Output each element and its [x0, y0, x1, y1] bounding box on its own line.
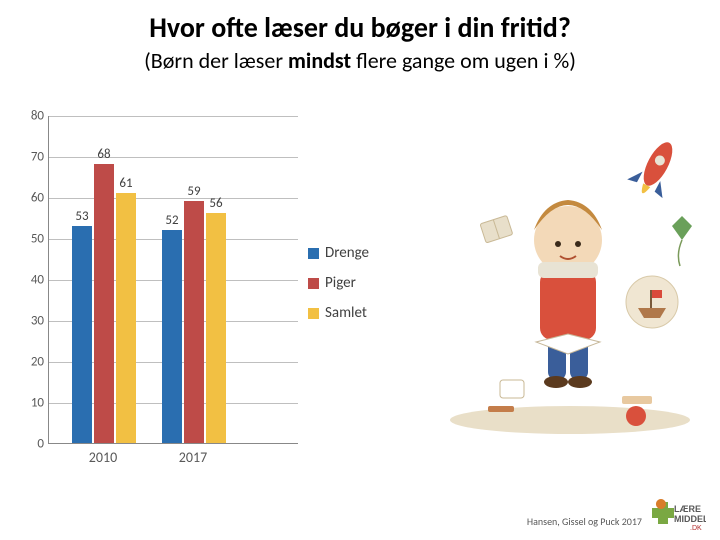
bar-value-label: 56 — [201, 196, 231, 211]
ytick-label: 70 — [18, 150, 44, 165]
legend-label: Piger — [325, 274, 356, 292]
ytick-label: 10 — [18, 396, 44, 411]
bar: 52 — [162, 230, 182, 443]
citation: Hansen, Gissel og Puck 2017 — [527, 515, 642, 528]
logo: LÆRE MIDDEL .DK — [652, 496, 706, 532]
bar-value-label: 61 — [111, 176, 141, 191]
bar: 56 — [206, 213, 226, 443]
legend: Drenge Piger Samlet — [308, 244, 418, 334]
bar-chart: 01020304050607080 536861525956 20102017 … — [18, 110, 418, 470]
subtitle: (Børn der læser mindst flere gange om ug… — [0, 47, 720, 74]
ytick-label: 40 — [18, 273, 44, 288]
subtitle-bold: mindst — [288, 47, 351, 74]
legend-swatch — [308, 278, 319, 289]
legend-swatch — [308, 248, 319, 259]
bar-value-label: 52 — [157, 213, 187, 228]
legend-item: Samlet — [308, 304, 418, 322]
legend-label: Samlet — [325, 304, 367, 322]
logo-dk: .DK — [690, 525, 702, 532]
subtitle-post: flere gange om ugen i %) — [351, 47, 576, 74]
bar-value-label: 68 — [89, 147, 119, 162]
ytick-label: 30 — [18, 314, 44, 329]
ytick-label: 80 — [18, 109, 44, 124]
page-title: Hvor ofte læser du bøger i din fritid? — [0, 0, 720, 45]
bar: 61 — [116, 193, 136, 443]
bar: 53 — [72, 226, 92, 443]
decorative-illustration — [440, 120, 700, 440]
legend-item: Piger — [308, 274, 418, 292]
subtitle-pre: (Børn der læser — [144, 47, 288, 74]
legend-swatch — [308, 308, 319, 319]
logo-text2: MIDDEL — [674, 514, 706, 524]
logo-text: LÆRE — [674, 504, 701, 514]
ytick-label: 0 — [18, 437, 44, 452]
bar-group: 525956 — [162, 116, 226, 443]
bar-group: 536861 — [72, 116, 136, 443]
ytick-label: 20 — [18, 355, 44, 370]
bar: 59 — [184, 201, 204, 443]
ytick-label: 60 — [18, 191, 44, 206]
bar: 68 — [94, 164, 114, 443]
ytick-label: 50 — [18, 232, 44, 247]
legend-item: Drenge — [308, 244, 418, 262]
bar-value-label: 53 — [67, 209, 97, 224]
x-category-label: 2010 — [89, 449, 117, 466]
legend-label: Drenge — [325, 244, 369, 262]
x-category-label: 2017 — [179, 449, 207, 466]
